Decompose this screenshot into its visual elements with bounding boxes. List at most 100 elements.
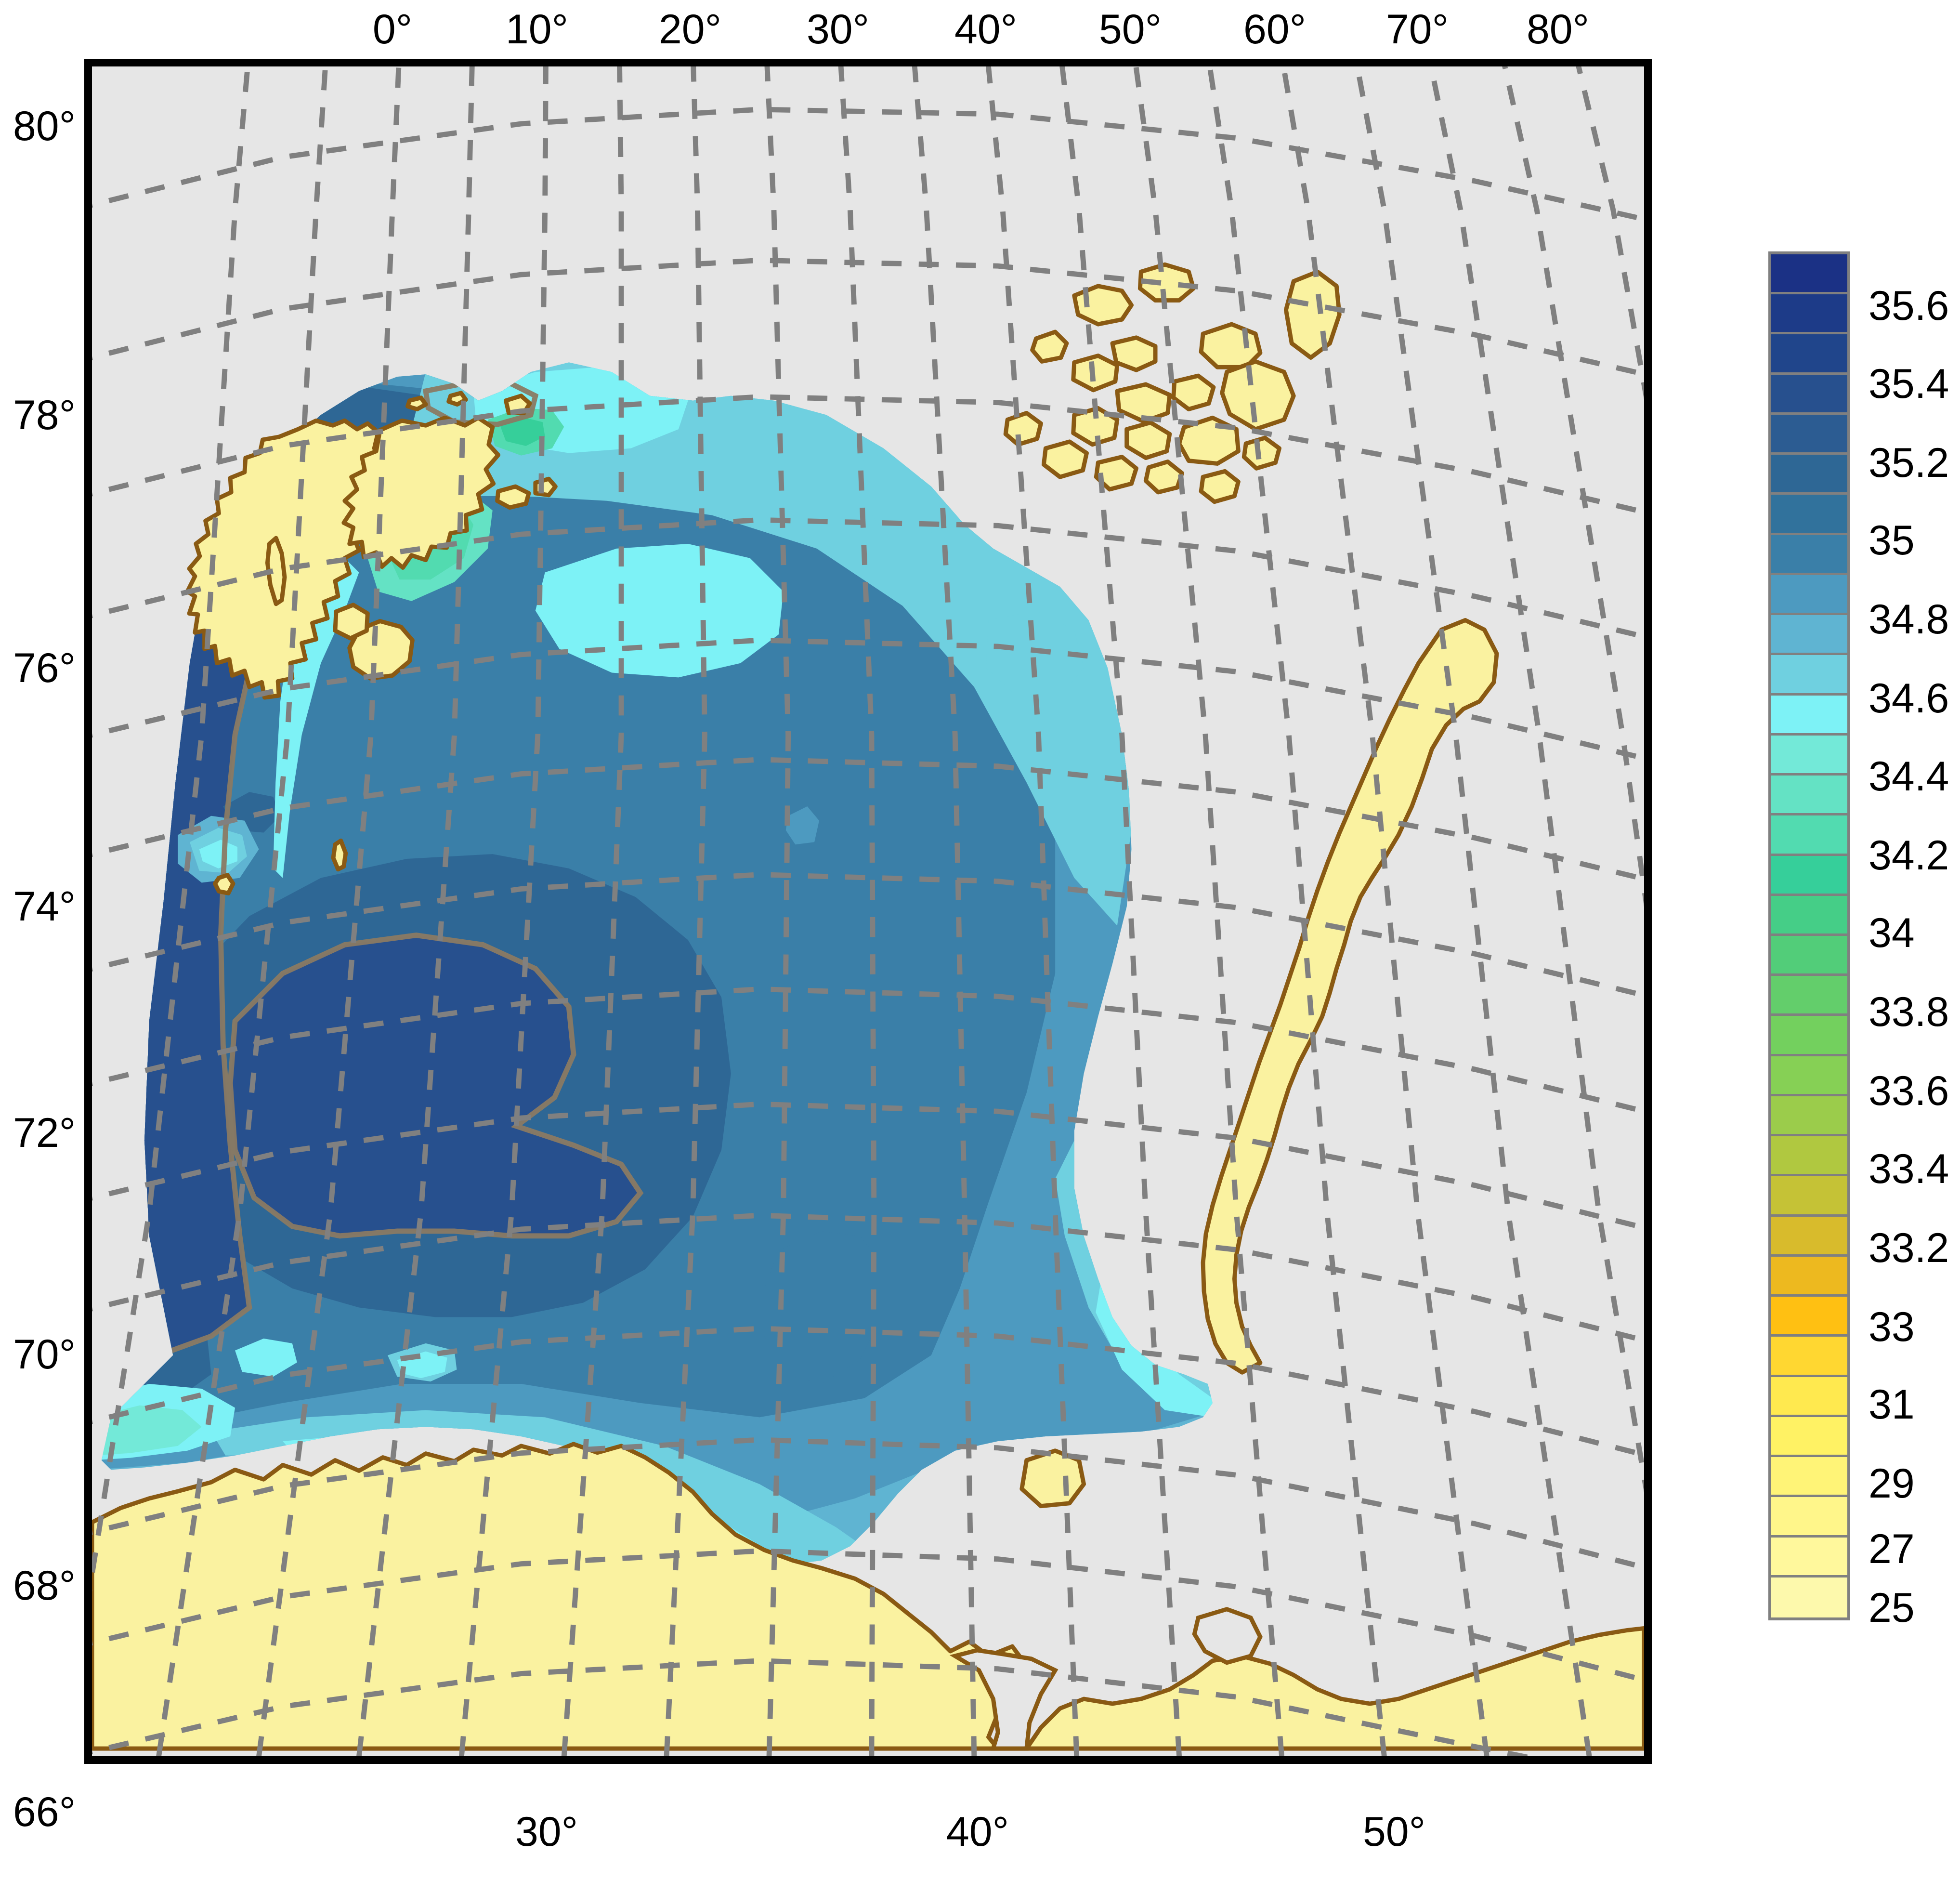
land-kong-karls-land — [495, 484, 531, 510]
colorbar-cell-22 — [1771, 1136, 1847, 1177]
contour-pocket-west-74c — [199, 840, 238, 868]
colorbar-cell-10 — [1771, 655, 1847, 696]
colorbar-cell-11 — [1771, 695, 1847, 736]
contour-pocket-34-0b — [499, 417, 545, 446]
meridian-35 — [912, 66, 977, 1756]
land-islet-n1 — [405, 395, 428, 411]
tick-top-6: 60° — [1243, 6, 1307, 53]
tick-bottom-2: 50° — [1362, 1809, 1426, 1855]
tick-top-2: 20° — [658, 6, 722, 53]
contour-spot-se — [764, 1231, 884, 1384]
contour-pocket-34-6 — [535, 543, 784, 678]
parallel-76 — [92, 517, 1644, 640]
tick-left-5: 70° — [13, 1331, 76, 1378]
contour-strip-west-fresher — [101, 1405, 202, 1456]
tick-left-7: 66° — [13, 1789, 76, 1835]
tick-top-7: 70° — [1385, 6, 1449, 53]
colorbar-cell-30 — [1771, 1457, 1847, 1498]
land-edgeoya — [347, 619, 415, 681]
parallel-68 — [92, 1437, 1644, 1570]
meridian--5 — [156, 66, 328, 1756]
tick-top-1: 10° — [505, 6, 569, 53]
colorbar-cell-6 — [1771, 495, 1847, 535]
colorbar-label-12: 33.2 — [1869, 1224, 1949, 1271]
tick-top-0: 0° — [372, 6, 413, 53]
tick-left-0: 80° — [13, 103, 76, 149]
meridian-30 — [838, 66, 877, 1756]
colorbar-label-7: 34.2 — [1869, 832, 1949, 879]
parallel-69 — [92, 1326, 1644, 1458]
colorbar-cell-26 — [1771, 1297, 1847, 1337]
colorbar-cell-14 — [1771, 815, 1847, 856]
colorbar-label-5: 34.6 — [1869, 675, 1949, 722]
parallel-78 — [92, 257, 1644, 377]
map-canvas — [92, 66, 1644, 1756]
colorbar-label-10: 33.6 — [1869, 1068, 1949, 1115]
colorbar-label-8: 34 — [1869, 910, 1915, 956]
parallel-73 — [92, 872, 1644, 998]
colorbar-cell-27 — [1771, 1337, 1847, 1377]
meridian-70 — [1428, 66, 1644, 1493]
colorbar-label-11: 33.4 — [1869, 1145, 1949, 1192]
land-kong-karls-land-b — [533, 476, 558, 498]
colorbar-cell-32 — [1771, 1537, 1847, 1578]
meridian-65 — [1354, 66, 1592, 1756]
parallel-72 — [92, 986, 1644, 1114]
tick-top-8: 80° — [1526, 6, 1590, 53]
colorbar-cell-7 — [1771, 535, 1847, 575]
meridian-5 — [356, 66, 475, 1756]
colorbar-cell-16 — [1771, 895, 1847, 936]
inlet-cheshskaya — [1192, 1607, 1263, 1665]
meridian-45 — [1059, 66, 1182, 1756]
colorbar-cell-19 — [1771, 1016, 1847, 1056]
parallel-66 — [92, 1658, 1536, 1756]
meridian-50 — [1133, 66, 1284, 1756]
meridian-15 — [561, 66, 624, 1756]
contour-spot-mid-right — [785, 806, 820, 845]
sea-inlets — [949, 1607, 1263, 1751]
land-northern-europe — [92, 1442, 1644, 1751]
tick-left-6: 68° — [13, 1563, 76, 1609]
colorbar-label-14: 31 — [1869, 1381, 1915, 1428]
colorbar-cell-4 — [1771, 414, 1847, 455]
colorbar-cell-21 — [1771, 1096, 1847, 1137]
colorbar-cell-3 — [1771, 374, 1847, 415]
colorbar-cell-15 — [1771, 855, 1847, 896]
salinity-colorbar[interactable] — [1768, 251, 1850, 1620]
colorbar-cell-5 — [1771, 455, 1847, 495]
map-plot-area[interactable] — [84, 59, 1652, 1764]
colorbar-label-4: 34.8 — [1869, 596, 1949, 643]
colorbar-cell-2 — [1771, 334, 1847, 375]
land-hopen — [331, 838, 348, 872]
tick-left-2: 76° — [13, 645, 76, 691]
land-franz-josef-land — [1003, 262, 1342, 504]
colorbar-cell-12 — [1771, 735, 1847, 776]
land-barentsoya — [333, 603, 370, 641]
meridian--10 — [92, 66, 250, 1592]
meridian-40 — [986, 66, 1080, 1756]
colorbar-cell-1 — [1771, 294, 1847, 335]
colorbar-cell-17 — [1771, 935, 1847, 976]
meridian-0 — [256, 66, 402, 1756]
tick-bottom-1: 40° — [946, 1809, 1009, 1855]
colorbar-cell-33 — [1771, 1577, 1847, 1617]
colorbar-cell-31 — [1771, 1497, 1847, 1538]
parallel-77 — [92, 394, 1644, 515]
tick-top-5: 50° — [1098, 6, 1162, 53]
meridian-55 — [1207, 66, 1387, 1756]
colorbar-cell-25 — [1771, 1256, 1847, 1297]
parallel-70 — [92, 1212, 1644, 1343]
tick-top-3: 30° — [806, 6, 870, 53]
tick-left-1: 78° — [13, 392, 76, 438]
meridian-10 — [458, 66, 549, 1756]
meridian-20 — [664, 66, 707, 1756]
meridian-25 — [764, 66, 791, 1756]
contour-strip-east-fresher — [1096, 1269, 1213, 1418]
colorbar-label-15: 29 — [1869, 1460, 1915, 1507]
graticule — [92, 66, 1644, 1756]
inlet-white-sea — [949, 1648, 1058, 1751]
colorbar-label-16: 27 — [1869, 1526, 1915, 1573]
colorbar-cell-0 — [1771, 254, 1847, 295]
tick-left-3: 74° — [13, 883, 76, 930]
tick-bottom-0: 30° — [515, 1809, 578, 1855]
